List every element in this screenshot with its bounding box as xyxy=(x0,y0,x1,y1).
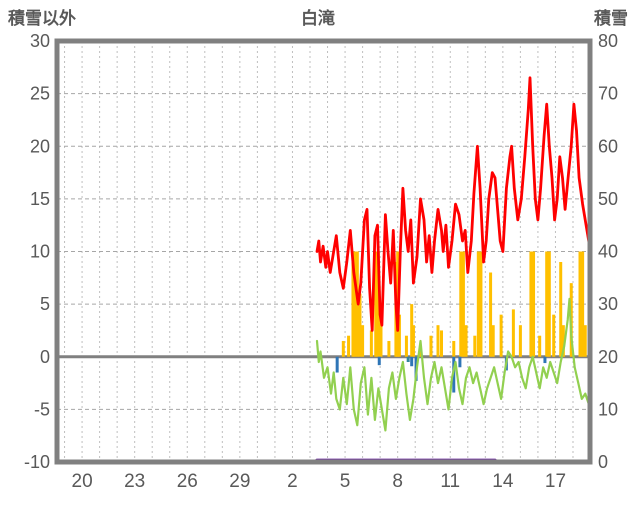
right-axis-tick: 60 xyxy=(598,136,618,156)
right-axis-tick: 10 xyxy=(598,399,618,419)
right-axis-tick: 0 xyxy=(598,452,608,472)
right-axis-tick: 40 xyxy=(598,242,618,262)
left-axis-tick: 10 xyxy=(30,242,50,262)
right-axis-title: 積雪 xyxy=(594,9,628,28)
x-axis-tick: 17 xyxy=(545,471,566,492)
left-axis-title: 積雪以外 xyxy=(8,9,76,28)
x-axis-tick: 29 xyxy=(229,471,250,492)
x-axis-tick: 26 xyxy=(177,471,198,492)
right-axis-tick: 70 xyxy=(598,84,618,104)
left-axis-tick: 15 xyxy=(30,189,50,209)
left-axis-tick: 5 xyxy=(40,294,50,314)
x-axis-tick: 5 xyxy=(340,471,351,492)
x-axis-tick: 23 xyxy=(124,471,145,492)
left-axis-tick: 20 xyxy=(30,136,50,156)
plot-border xyxy=(54,38,593,465)
right-axis-tick: 30 xyxy=(598,294,618,314)
left-axis-tick: 25 xyxy=(30,84,50,104)
x-axis-tick: 11 xyxy=(440,471,460,492)
red-line xyxy=(315,76,591,332)
x-axis-tick: 8 xyxy=(392,471,403,492)
left-axis-tick: -10 xyxy=(24,452,50,472)
chart-title: 白滝 xyxy=(301,9,335,28)
x-axis-tick: 20 xyxy=(72,471,93,492)
right-axis-tick: 80 xyxy=(598,31,618,51)
x-axis-tick: 2 xyxy=(287,471,298,492)
right-axis-tick: 20 xyxy=(598,347,618,367)
left-axis-tick: 30 xyxy=(30,31,50,51)
green-line xyxy=(315,297,590,432)
left-axis-tick: 0 xyxy=(40,347,50,367)
x-axis-tick: 14 xyxy=(492,471,514,492)
right-axis-tick: 50 xyxy=(598,189,618,209)
left-axis-tick: -5 xyxy=(34,399,50,419)
